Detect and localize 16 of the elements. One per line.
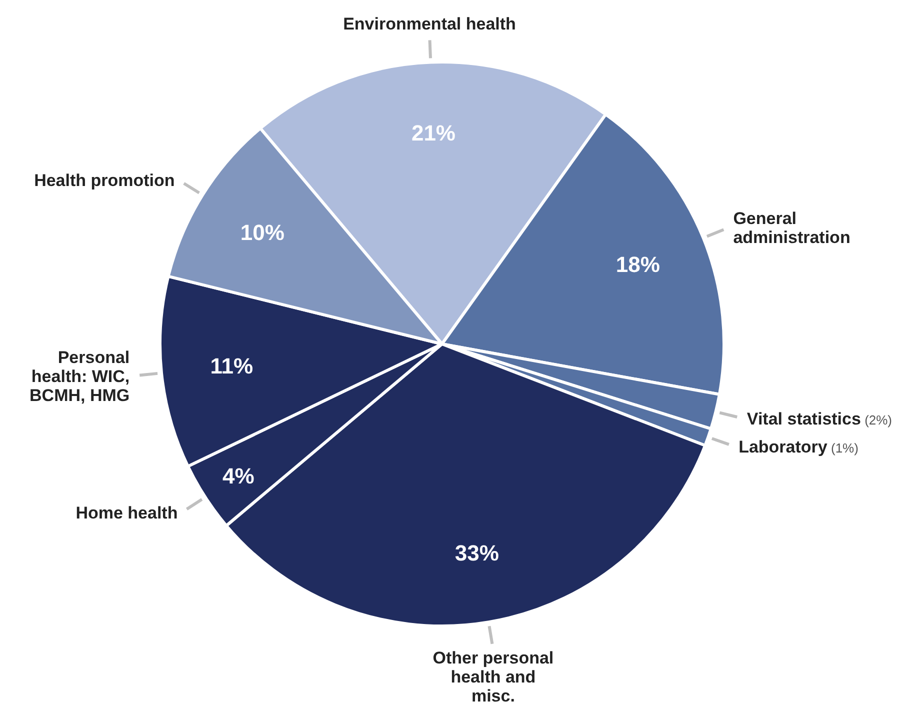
- slice-label: Other personal health and misc.: [432, 648, 554, 706]
- data-label: (2%): [860, 412, 892, 428]
- data-label: 10%: [240, 220, 284, 245]
- data-label: 18%: [616, 252, 660, 278]
- data-label: 33%: [454, 540, 499, 566]
- slice-label: Home health: [76, 503, 178, 522]
- slice-label: Environmental health: [343, 14, 516, 34]
- data-label: (1%): [827, 440, 858, 456]
- slice-label: Vital statistics: [746, 409, 861, 428]
- data-label: 11%: [210, 353, 254, 378]
- slice-label: Personal health: WIC, BCMH, HMG: [30, 348, 130, 405]
- slice-label: Health promotion: [34, 171, 175, 190]
- slice-label: General administration: [733, 208, 850, 247]
- data-label: 4%: [222, 463, 254, 488]
- data-label: 21%: [411, 120, 456, 146]
- slice-label: Laboratory: [738, 437, 828, 456]
